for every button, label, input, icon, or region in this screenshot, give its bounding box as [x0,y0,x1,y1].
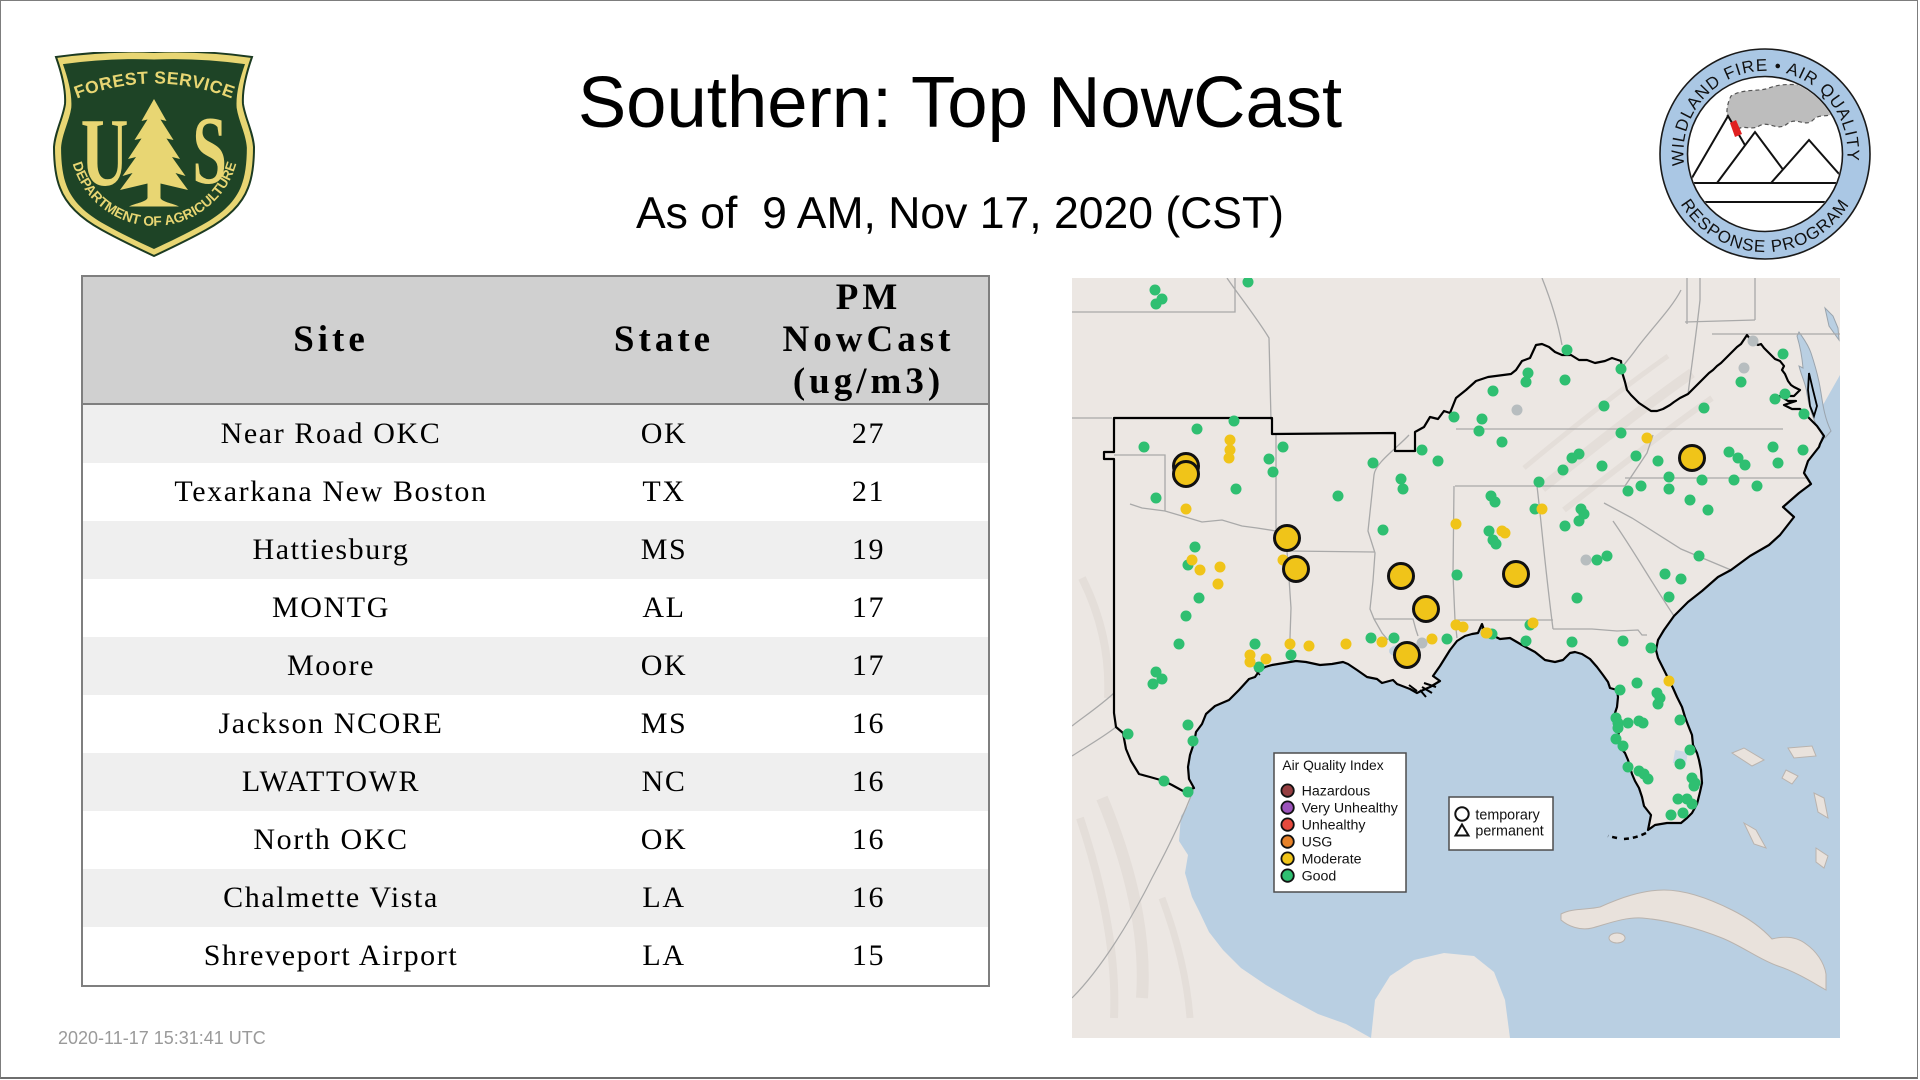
svg-text:Moderate: Moderate [1302,852,1362,868]
svg-text:U: U [81,98,129,206]
svg-text:S: S [192,96,227,204]
svg-text:Good: Good [1302,869,1337,885]
svg-text:USG: USG [1302,835,1333,851]
svg-text:Air Quality Index: Air Quality Index [1282,758,1383,773]
svg-text:Unhealthy: Unhealthy [1302,818,1367,834]
svg-text:Very Unhealthy: Very Unhealthy [1302,801,1399,817]
svg-text:Hazardous: Hazardous [1302,784,1371,800]
svg-text:permanent: permanent [1475,824,1543,840]
svg-text:temporary: temporary [1475,808,1540,824]
